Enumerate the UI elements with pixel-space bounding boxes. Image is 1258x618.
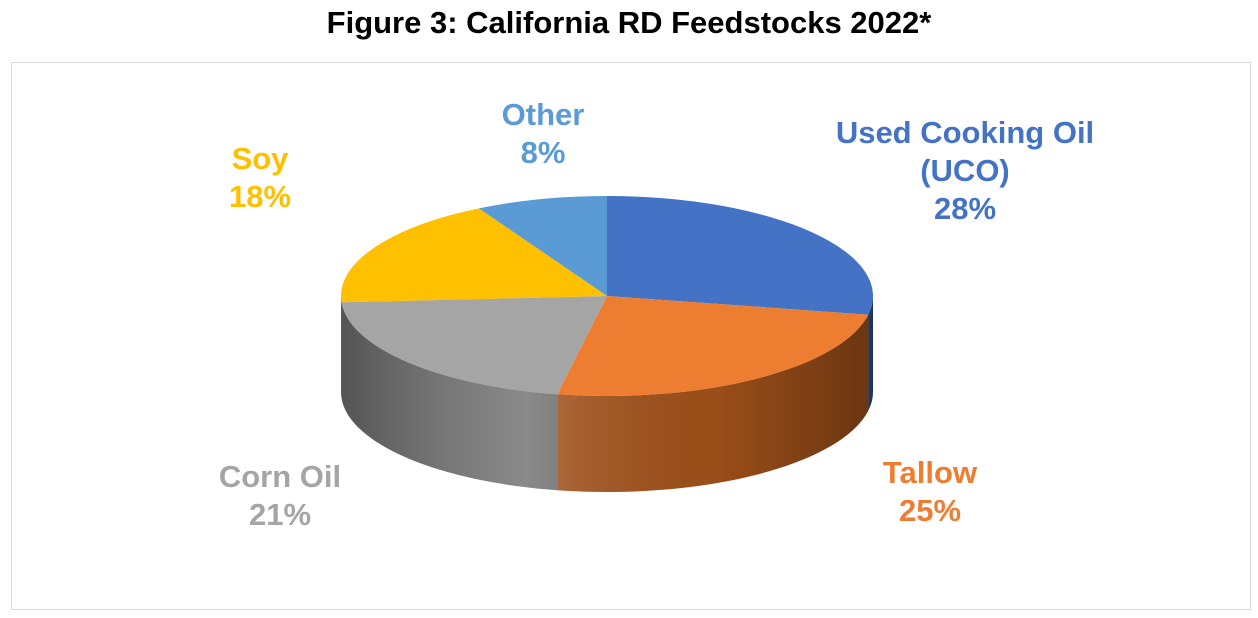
data-label-category-other: Other	[501, 97, 585, 132]
data-label-category-uco: Used Cooking Oil	[835, 115, 1095, 150]
data-label-category-tallow: Tallow	[882, 455, 978, 490]
pie-slice-tallow	[557, 296, 869, 397]
pie-slice-corn	[341, 296, 607, 395]
data-label-category-uco: (UCO)	[920, 153, 1010, 188]
data-label-category-soy: Soy	[231, 141, 289, 176]
data-label-value-soy: 18%	[228, 179, 292, 214]
data-label-value-uco: 28%	[933, 191, 997, 226]
data-label-category-corn: Corn Oil	[218, 459, 342, 494]
data-label-other: Other 8%	[468, 96, 618, 172]
pie-slice-uco	[607, 196, 874, 315]
chart-title: Figure 3: California RD Feedstocks 2022*	[326, 5, 932, 40]
pie-slice-soy	[341, 208, 607, 303]
data-label-uco: Used Cooking Oil (UCO) 28%	[800, 114, 1130, 228]
data-label-tallow: Tallow 25%	[830, 454, 1030, 530]
data-label-value-corn: 21%	[248, 497, 312, 532]
data-label-value-tallow: 25%	[898, 493, 962, 528]
data-label-corn: Corn Oil 21%	[185, 458, 375, 534]
pie-slice-other	[478, 196, 607, 296]
data-label-value-other: 8%	[520, 135, 566, 170]
data-label-soy: Soy 18%	[200, 140, 320, 216]
pie-rim-shading	[341, 296, 873, 492]
